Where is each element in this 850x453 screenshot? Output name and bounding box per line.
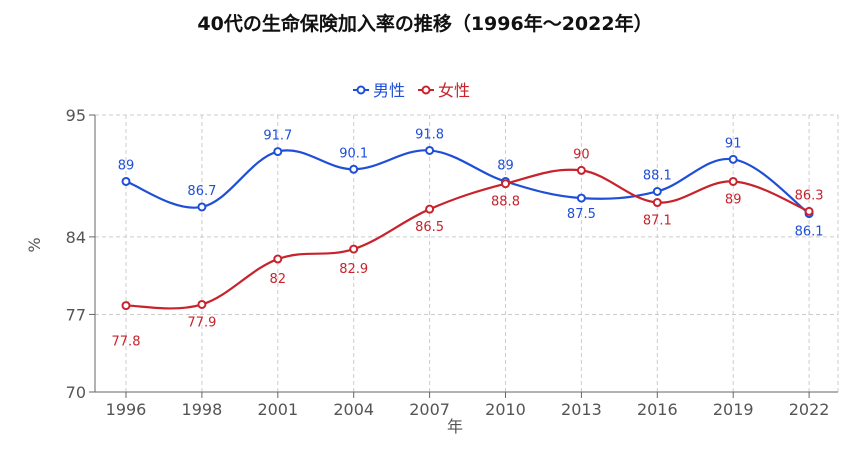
legend-label: 女性 <box>438 81 470 100</box>
data-point[interactable] <box>652 198 662 208</box>
y-tick-label: 70 <box>66 383 86 402</box>
data-label: 87.1 <box>643 214 672 229</box>
data-point[interactable] <box>273 254 283 264</box>
data-label: 86.5 <box>415 220 444 235</box>
x-tick-label: 2007 <box>409 400 450 419</box>
x-tick-label: 1996 <box>106 400 147 419</box>
y-tick-label: 77 <box>66 305 86 324</box>
y-axis-label: % <box>25 237 44 252</box>
data-label: 82.9 <box>339 262 368 277</box>
data-point[interactable] <box>121 176 131 186</box>
x-tick-label: 2013 <box>561 400 602 419</box>
data-label: 91 <box>725 136 742 151</box>
series-male: 89 86.7 91.7 90.1 91.8 89 87.5 88.1 91 86.1 <box>118 127 824 239</box>
y-tick-label: 95 <box>66 106 86 125</box>
data-point[interactable] <box>425 204 435 214</box>
chart-title: 40代の生命保険加入率の推移（1996年〜2022年） <box>197 12 652 35</box>
data-point[interactable] <box>728 154 738 164</box>
data-label: 86.3 <box>795 188 824 203</box>
x-tick-label: 2019 <box>713 400 754 419</box>
x-axis-label: 年 <box>447 417 463 436</box>
x-tick-label: 2016 <box>637 400 678 419</box>
data-point[interactable] <box>349 244 359 254</box>
x-tick-label: 2004 <box>333 400 374 419</box>
data-label: 88.1 <box>643 168 672 183</box>
legend-item-female[interactable]: 女性 <box>418 81 470 100</box>
y-tick-label: 84 <box>66 228 86 247</box>
data-point[interactable] <box>197 202 207 212</box>
data-point[interactable] <box>576 165 586 175</box>
data-label: 90.1 <box>339 146 368 161</box>
series-group: 8986.791.790.191.88987.588.19186.177.877… <box>112 127 824 349</box>
legend-item-male[interactable]: 男性 <box>353 81 405 100</box>
grid <box>95 114 839 392</box>
data-label: 77.9 <box>187 315 216 330</box>
data-point[interactable] <box>501 179 510 189</box>
data-point[interactable] <box>728 176 738 186</box>
data-label: 89 <box>497 158 514 173</box>
series-line <box>125 149 810 215</box>
data-point[interactable] <box>349 164 359 174</box>
x-tick-label: 2010 <box>485 400 526 419</box>
data-point[interactable] <box>804 206 814 216</box>
x-tick-label: 1998 <box>182 400 223 419</box>
data-label: 89 <box>725 192 742 207</box>
data-label: 87.5 <box>567 207 596 222</box>
data-point[interactable] <box>652 186 662 196</box>
legend: 男性 女性 <box>353 81 470 100</box>
data-label: 86.1 <box>795 225 824 240</box>
data-point[interactable] <box>121 301 131 311</box>
series-line <box>125 168 810 310</box>
data-point[interactable] <box>425 145 435 155</box>
data-point[interactable] <box>197 299 207 309</box>
legend-marker-icon <box>421 85 431 95</box>
data-point[interactable] <box>576 193 586 203</box>
x-tick-label: 2001 <box>257 400 298 419</box>
data-label: 91.8 <box>415 127 444 142</box>
series-female: 77.8 77.9 82 82.9 86.5 88.8 90 87.1 89 86.3 <box>112 147 824 349</box>
data-label: 82 <box>270 272 287 287</box>
data-label: 90 <box>573 147 590 162</box>
data-point[interactable] <box>273 147 283 157</box>
legend-label: 男性 <box>373 81 405 100</box>
data-label: 88.8 <box>491 195 520 210</box>
legend-marker-icon <box>356 85 366 95</box>
x-tick-label: 2022 <box>789 400 830 419</box>
data-label: 77.8 <box>112 335 141 350</box>
data-label: 86.7 <box>187 184 216 199</box>
data-label: 89 <box>118 158 135 173</box>
axes: 70 77 84 95 1996 1998 2001 2004 2007 2010 2013 2016… <box>66 106 838 419</box>
data-label: 91.7 <box>263 129 292 144</box>
